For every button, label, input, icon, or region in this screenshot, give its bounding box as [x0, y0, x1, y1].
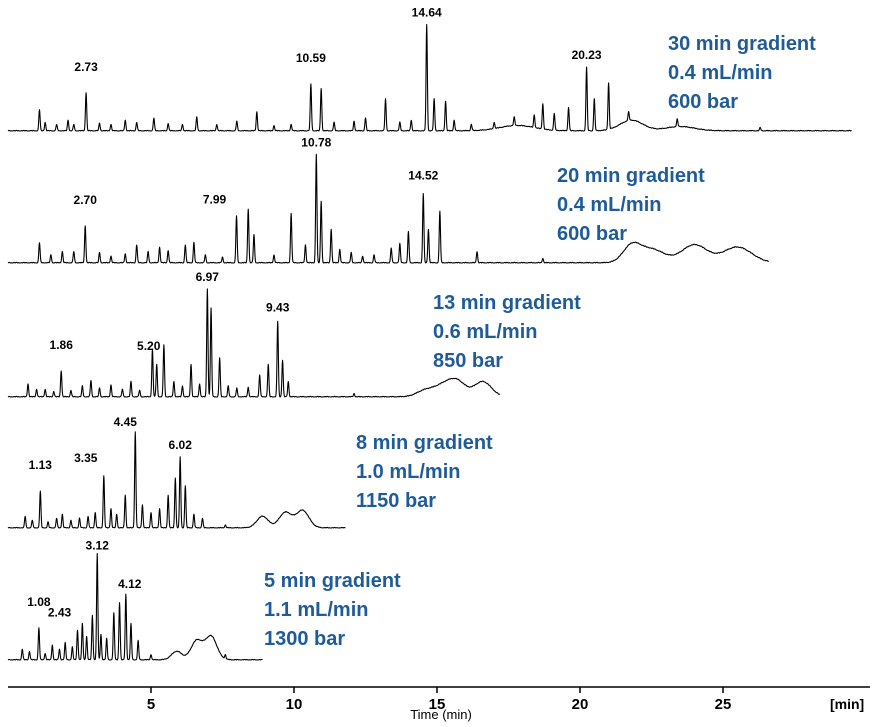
condition-2-line-2: 0.4 mL/min — [557, 194, 661, 216]
x-tick-label-10: 10 — [286, 696, 303, 713]
condition-5-line-2: 1.1 mL/min — [264, 599, 368, 621]
peak-label-4-4: 6.02 — [169, 438, 193, 452]
peak-label-2-3: 10.78 — [301, 135, 331, 149]
condition-1-line-1: 30 min gradient — [668, 33, 816, 55]
condition-1-line-3: 600 bar — [668, 91, 738, 113]
x-tick-label-15: 15 — [429, 696, 446, 713]
peak-label-5-2: 2.43 — [48, 605, 72, 619]
peak-label-2-4: 14.52 — [408, 169, 438, 183]
peak-label-1-2: 10.59 — [296, 51, 326, 65]
peak-label-5-4: 4.12 — [118, 577, 142, 591]
trace-3 — [7, 288, 501, 398]
peak-label-1-4: 20.23 — [572, 48, 602, 62]
peak-labels: 2.73 10.59 14.64 20.23 2.70 7.99 10.78 14.52 1.8… — [27, 6, 602, 620]
x-axis-ticks: 5 10 15 20 25 — [147, 687, 732, 713]
condition-4-line-1: 8 min gradient — [356, 432, 493, 454]
trace-1 — [7, 24, 852, 132]
peak-label-4-2: 3.35 — [74, 451, 98, 465]
trace-4 — [7, 431, 346, 529]
peak-label-2-1: 2.70 — [74, 193, 98, 207]
gradient-conditions: 30 min gradient 0.4 mL/min 600 bar 20 min g… — [264, 33, 816, 650]
chromatogram-traces — [7, 24, 852, 661]
x-axis-unit-label: [min] — [830, 696, 864, 712]
peak-label-2-2: 7.99 — [203, 193, 227, 207]
condition-4-line-3: 1150 bar — [356, 490, 436, 512]
condition-1-line-2: 0.4 mL/min — [668, 62, 772, 84]
peak-label-4-3: 4.45 — [114, 415, 138, 429]
peak-label-3-4: 9.43 — [266, 300, 290, 314]
condition-4-line-2: 1.0 mL/min — [356, 461, 460, 483]
condition-5-line-1: 5 min gradient — [264, 570, 401, 592]
x-tick-label-25: 25 — [715, 696, 732, 713]
trace-5 — [7, 553, 263, 661]
x-tick-label-5: 5 — [147, 696, 155, 713]
x-axis: 5 10 15 20 25 [min] Time (min) — [8, 686, 870, 722]
condition-2-line-1: 20 min gradient — [557, 165, 705, 187]
peak-label-1-3: 14.64 — [412, 6, 442, 20]
condition-2-line-3: 600 bar — [557, 223, 627, 245]
condition-3-line-2: 0.6 mL/min — [433, 321, 537, 343]
peak-label-4-1: 1.13 — [29, 458, 53, 472]
condition-3-line-3: 850 bar — [433, 350, 503, 372]
peak-label-1-1: 2.73 — [74, 60, 98, 74]
peak-label-3-3: 6.97 — [196, 270, 220, 284]
peak-label-3-1: 1.86 — [50, 338, 74, 352]
x-tick-label-20: 20 — [572, 696, 589, 713]
peak-label-5-3: 3.12 — [86, 539, 110, 553]
peak-label-3-2: 5.20 — [137, 339, 161, 353]
condition-3-line-1: 13 min gradient — [433, 292, 581, 314]
condition-5-line-3: 1300 bar — [264, 628, 345, 650]
x-axis-title: Time (min) — [410, 707, 472, 722]
peak-label-5-1: 1.08 — [27, 595, 51, 609]
trace-2 — [7, 153, 770, 264]
